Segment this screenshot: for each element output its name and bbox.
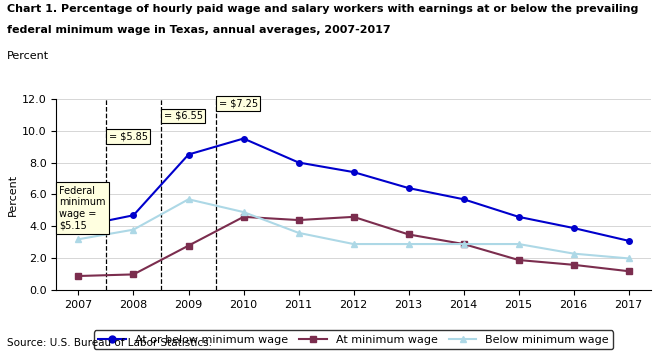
Text: Federal
minimum
wage =
$5.15: Federal minimum wage = $5.15 (59, 186, 106, 231)
Text: = $5.85: = $5.85 (109, 132, 147, 142)
Text: Percent: Percent (7, 51, 48, 61)
Text: = $6.55: = $6.55 (164, 111, 203, 121)
Text: Chart 1. Percentage of hourly paid wage and salary workers with earnings at or b: Chart 1. Percentage of hourly paid wage … (7, 4, 638, 13)
Text: federal minimum wage in Texas, annual averages, 2007-2017: federal minimum wage in Texas, annual av… (7, 25, 390, 34)
Y-axis label: Percent: Percent (8, 174, 18, 215)
Legend: At or below minimum wage, At minimum wage, Below minimum wage: At or below minimum wage, At minimum wag… (94, 331, 614, 350)
Text: = $7.25: = $7.25 (218, 98, 258, 108)
Text: Source: U.S. Bureau of Labor Statistics.: Source: U.S. Bureau of Labor Statistics. (7, 339, 212, 348)
